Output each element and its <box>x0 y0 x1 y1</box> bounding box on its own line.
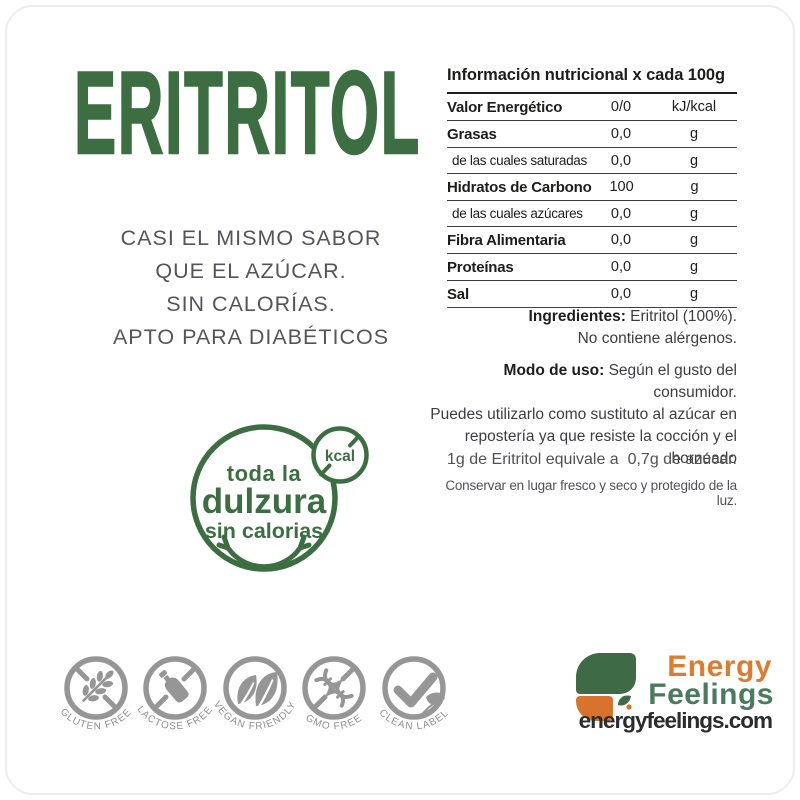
nutrition-row-unit: g <box>689 259 699 275</box>
nutrition-row-label: Fibra Alimentaria <box>447 231 566 249</box>
cert-label: CLEAN LABEL <box>377 707 451 732</box>
tagline: CASI EL MISMO SABOR QUE EL AZÚCAR. SIN C… <box>78 222 424 354</box>
nutrition-title: Información nutricional x cada 100g <box>447 66 737 94</box>
tagline-line: APTO PARA DIABÉTICOS <box>112 325 390 349</box>
nutrition-row-value: 0,0 <box>610 286 632 302</box>
usage-instructions: Modo de uso: Según el gusto del consumid… <box>427 360 737 470</box>
storage-note: Conservar en lugar fresco y seco y prote… <box>445 478 737 508</box>
nutrition-row-unit: g <box>690 179 699 195</box>
nutrition-row-label: de las cuales saturadas <box>452 153 587 168</box>
nutrition-row-unit: g <box>689 205 699 222</box>
brand-name-feelings: Feelings <box>648 678 774 711</box>
ingredients-text: Eritritol (100%). <box>625 308 737 325</box>
usage-line: repostería ya que resiste la cocción y e… <box>464 428 737 445</box>
wheat-icon <box>82 670 114 702</box>
brand-mark-green <box>576 653 636 694</box>
smile-arrow-icon <box>216 534 312 570</box>
no-calories-badge: kcal toda la dulzura sin calorias <box>190 424 369 572</box>
cert-gluten-free: GLUTEN FREE <box>53 654 139 746</box>
check-leaf-icon <box>393 672 445 715</box>
allergens-line: No contiene alérgenos. <box>577 330 737 347</box>
nutrition-row-value: 100 <box>609 179 634 195</box>
cert-clean-label: CLEAN LABEL <box>371 654 457 746</box>
cert-vegan-friendly: VEGAN FRIENDLY <box>212 654 298 746</box>
nutrition-row-value: 0,0 <box>610 126 632 142</box>
tagline-line: QUE EL AZÚCAR. <box>155 259 347 283</box>
brand-leaf-icon <box>618 695 632 710</box>
ingredients-label: Ingredientes: <box>528 308 626 325</box>
nutrition-row-value: 0/0 <box>610 99 632 115</box>
cert-circle-icon <box>64 656 128 720</box>
usage-line: horneado <box>671 450 737 467</box>
equivalence-note: 1g de Eritritol equivale a 0,7g de azúca… <box>447 451 737 468</box>
slash-icon <box>74 666 118 710</box>
cert-lactose-free: LACTOSE FREE <box>132 654 218 746</box>
nutrition-row-label: de las cuales azúcares <box>452 206 583 221</box>
cert-circle-icon <box>143 656 207 720</box>
nutrition-row-value: 0,0 <box>610 232 632 248</box>
nutrition-row: Valor Energético 0/0 kJ/kcal <box>447 94 737 121</box>
milk-bottle-icon <box>159 669 189 703</box>
nutrition-row-unit: g <box>689 152 699 169</box>
tagline-line: SIN CALORÍAS. <box>166 292 336 316</box>
nutrition-row-label: Valor Energético <box>447 98 563 116</box>
usage-text: Según el gusto del consumidor. <box>604 362 737 401</box>
slash-icon <box>312 666 356 710</box>
cert-circle-icon <box>223 656 287 720</box>
nutrition-row-value: 0,0 <box>610 152 632 169</box>
ingredients: Ingredientes: Eritritol (100%). No conti… <box>437 306 737 350</box>
svg-text:CLEAN LABEL: CLEAN LABEL <box>377 707 452 732</box>
ingredients-line: Ingredientes: Eritritol (100%). <box>437 306 737 328</box>
cert-circle-icon <box>382 656 446 720</box>
nutrition-rows: Valor Energético 0/0 kJ/kcal Grasas 0,0 g de l… <box>447 94 737 308</box>
nutrition-table: Información nutricional x cada 100g Valo… <box>447 66 737 308</box>
badge-line1: toda la <box>227 461 302 486</box>
nutrition-row: Grasas 0,0 g <box>447 121 737 148</box>
cert-circle-icon <box>302 656 366 720</box>
slash-icon <box>153 666 197 710</box>
usage-label: Modo de uso: <box>503 362 605 379</box>
kcal-label: kcal <box>325 448 355 465</box>
nutrition-row-value: 0,0 <box>610 259 632 275</box>
tagline-line: CASI EL MISMO SABOR <box>120 226 382 250</box>
nutrition-row-value: 0,0 <box>610 205 632 222</box>
nutrition-row: Fibra Alimentaria 0,0 g <box>447 227 737 254</box>
nutrition-row: Hidratos de Carbono 100 g <box>447 174 737 201</box>
badge-line2: dulzura <box>202 482 327 521</box>
brand-mark-icon <box>576 653 640 723</box>
brand-website: energyfeelings.com <box>578 708 773 733</box>
nutrition-row: de las cuales azúcares 0,0 g <box>447 201 737 227</box>
brand-logo: Energy Feelings energyfeelings.com <box>572 650 774 733</box>
nutrition-row: Proteínas 0,0 g <box>447 254 737 281</box>
usage-line: Modo de uso: Según el gusto del consumid… <box>427 360 737 404</box>
nutrition-row-unit: g <box>689 286 699 302</box>
nutrition-row-label: Proteínas <box>447 258 514 276</box>
nutrition-row-label: Grasas <box>447 125 497 143</box>
kcal-slash-icon <box>319 434 361 477</box>
product-title: ERITRITOL <box>73 47 421 178</box>
leaves-icon <box>237 672 278 707</box>
usage-line: Puedes utilizarlo como sustituto al azúc… <box>430 406 737 423</box>
nutrition-row-unit: g <box>689 232 699 248</box>
cert-gmo-free: GMO FREE <box>291 654 377 746</box>
nutrition-row-unit: kJ/kcal <box>671 99 717 115</box>
nutrition-row: Sal 0,0 g <box>447 281 737 308</box>
brand-name-energy: Energy <box>667 650 772 683</box>
nutrition-row-label: Hidratos de Carbono <box>447 178 592 196</box>
nutrition-row-unit: g <box>689 126 699 142</box>
nutrition-row: de las cuales saturadas 0,0 g <box>447 148 737 174</box>
dna-icon <box>314 668 354 708</box>
nutrition-row-label: Sal <box>447 285 469 303</box>
